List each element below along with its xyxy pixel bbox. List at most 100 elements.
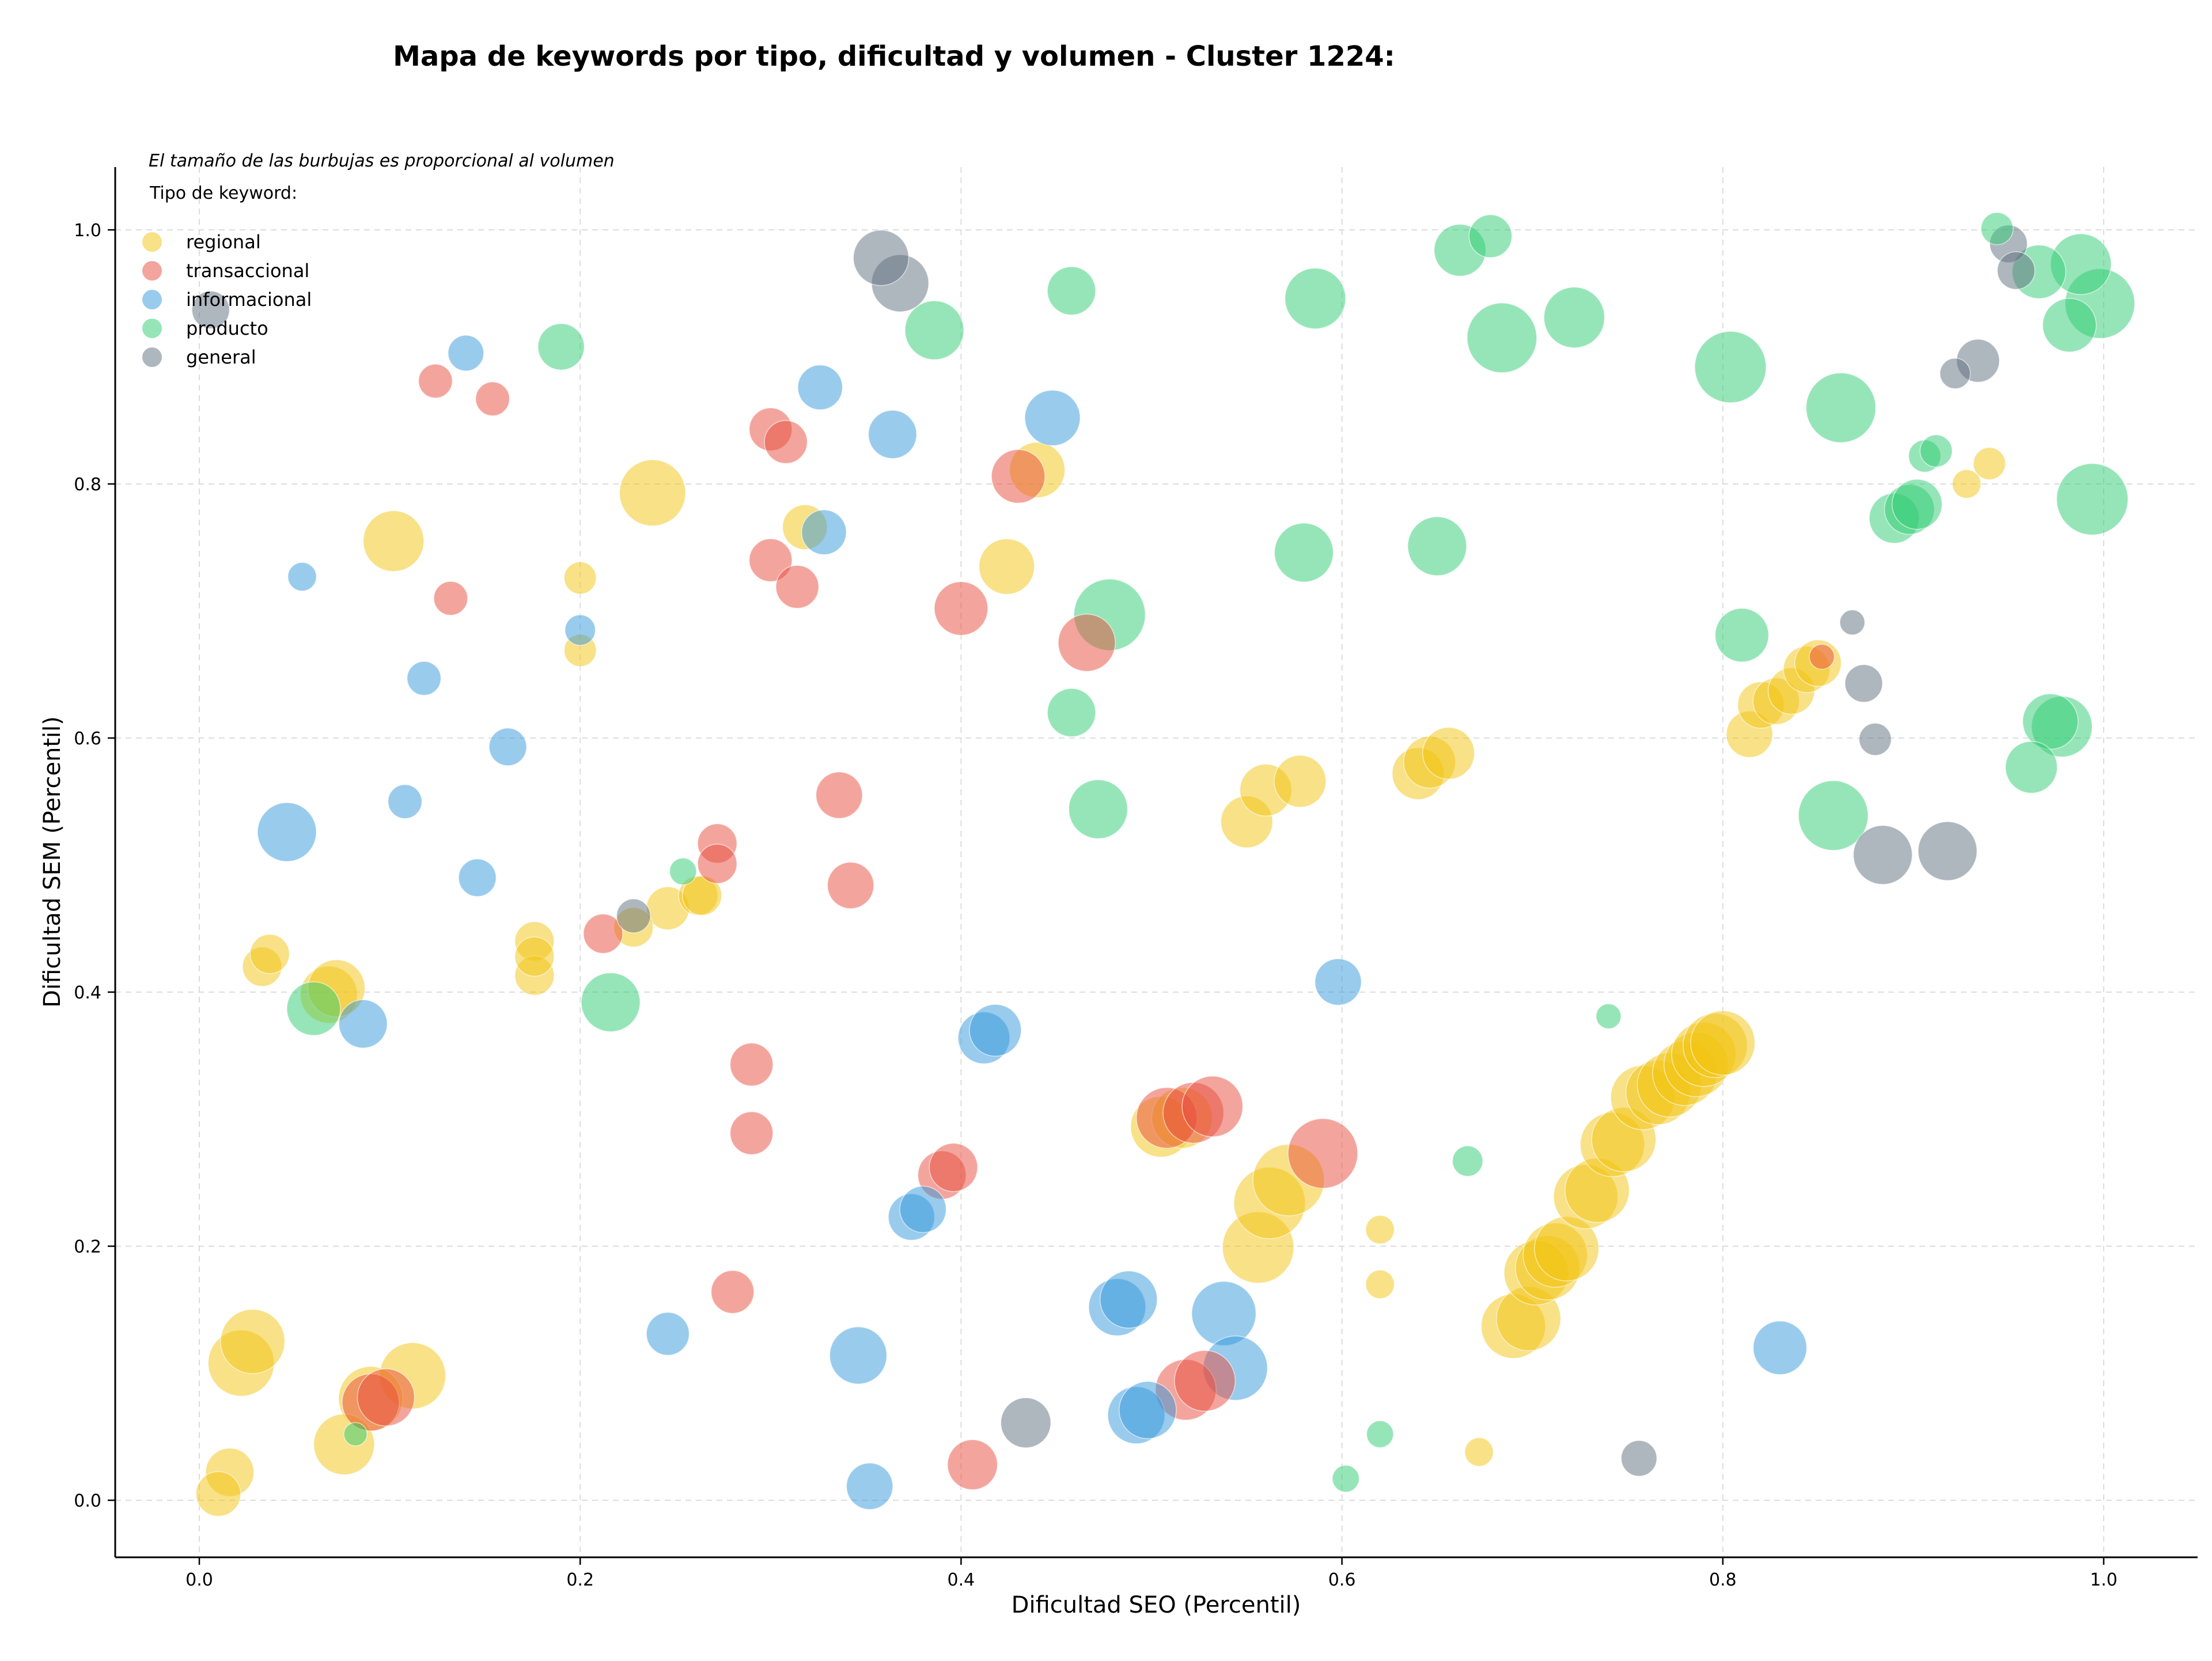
bubble-transaccional — [947, 1439, 998, 1490]
legend: regional transaccional informacional produc… — [142, 231, 312, 368]
y-axis-label: Dificultad SEM (Percentil) — [39, 716, 66, 1008]
bubble-transaccional — [815, 771, 863, 819]
bubble-producto — [904, 300, 964, 361]
bubble-producto — [1694, 331, 1767, 403]
x-tick-label: 0.4 — [948, 1570, 975, 1590]
x-tick-label: 0.0 — [185, 1570, 213, 1590]
bubble-producto — [669, 857, 697, 886]
bubble-general — [616, 898, 651, 933]
bubble-informacional — [646, 1312, 690, 1356]
bubble-transaccional — [475, 381, 510, 417]
bubble-producto — [581, 972, 641, 1032]
bubble-transaccional — [775, 565, 820, 609]
bubble-informacional — [257, 802, 317, 862]
bubble-producto — [1068, 779, 1128, 839]
bubble-general — [853, 229, 910, 286]
legend-item-transaccional: transaccional — [142, 260, 309, 282]
bubble-transaccional — [729, 1111, 774, 1155]
bubble-transaccional — [583, 913, 623, 954]
legend-marker — [142, 261, 162, 281]
bubble-regional — [1274, 755, 1327, 808]
legend-marker — [142, 319, 162, 338]
bubble-regional — [1365, 1214, 1395, 1244]
legend-item-regional: regional — [142, 231, 261, 253]
grid-lines — [115, 167, 2198, 1557]
bubble-transaccional — [433, 581, 468, 616]
bubble-informacional — [829, 1326, 888, 1384]
y-tick-label: 0.0 — [74, 1491, 101, 1511]
bubble-transaccional — [748, 538, 793, 582]
bubble-transaccional — [827, 861, 874, 909]
bubble-informacional — [287, 562, 317, 592]
bubble-regional — [362, 510, 425, 572]
chart-title: Mapa de keywords por tipo, dificultad y … — [393, 40, 1395, 73]
bubble-transaccional — [729, 1042, 774, 1087]
bubble-producto — [2042, 298, 2097, 353]
legend-marker — [142, 290, 162, 309]
bubble-informacional — [899, 1186, 947, 1234]
bubble-informacional — [969, 1004, 1022, 1057]
bubble-general — [1000, 1397, 1051, 1448]
bubble-informacional — [338, 999, 388, 1049]
legend-title: Tipo de keyword: — [149, 183, 297, 203]
legend-label: transaccional — [186, 260, 309, 282]
bubble-transaccional — [1174, 1350, 1236, 1412]
bubble-producto — [1332, 1465, 1360, 1493]
bubble-informacional — [1119, 1381, 1177, 1439]
bubble-regional — [1365, 1269, 1395, 1299]
legend-marker — [142, 347, 162, 367]
axes — [114, 167, 2198, 1558]
legend-item-informacional: informacional — [142, 289, 312, 311]
bubble-producto — [1805, 372, 1877, 443]
bubble-producto — [537, 323, 585, 370]
bubble-transaccional — [697, 843, 738, 884]
y-tick-label: 0.6 — [74, 729, 101, 749]
bubble-producto — [1407, 516, 1467, 576]
legend-label: informacional — [186, 289, 312, 311]
bubble-general — [1939, 358, 1971, 389]
legend-label: regional — [186, 231, 261, 253]
legend-item-general: general — [142, 346, 256, 368]
bubble-producto — [1274, 523, 1334, 582]
bubble-informacional — [846, 1462, 893, 1510]
bubble-transaccional — [934, 581, 988, 636]
bubble-informacional — [1752, 1321, 1808, 1375]
bubble-regional — [1952, 469, 1982, 499]
bubble-transaccional — [764, 420, 808, 464]
bubble-producto — [1714, 608, 1770, 663]
bubble-producto — [286, 981, 341, 1036]
bubble-transaccional — [1809, 644, 1835, 670]
bubble-transaccional — [1181, 1076, 1244, 1137]
bubble-producto — [1595, 1003, 1622, 1030]
bubble-informacional — [406, 661, 442, 696]
bubble-transaccional — [418, 364, 453, 399]
bubble-size-note: El tamaño de las burbujas es proporciona… — [149, 151, 615, 171]
bubble-transaccional — [1058, 614, 1116, 672]
bubble-producto — [1891, 479, 1943, 530]
y-tick-label: 0.2 — [74, 1237, 101, 1257]
bubble-transaccional — [710, 1270, 755, 1314]
bubble-general — [191, 290, 230, 330]
bubble-transaccional — [1287, 1118, 1358, 1189]
bubble-informacional — [1024, 389, 1081, 447]
bubble-regional — [1422, 727, 1475, 780]
bubble-regional — [220, 1308, 286, 1374]
bubble-informacional — [387, 784, 423, 819]
bubble-informacional — [797, 364, 843, 410]
bubble-informacional — [1191, 1281, 1257, 1346]
bubble-transaccional — [991, 449, 1046, 504]
bubble-general — [1839, 609, 1866, 635]
bubble-informacional — [458, 858, 497, 897]
bubble-regional — [1690, 1010, 1756, 1076]
bubble-regional — [195, 1471, 241, 1517]
bubble-transaccional — [357, 1368, 415, 1427]
x-tick-label: 0.8 — [1709, 1570, 1737, 1590]
bubble-regional — [978, 538, 1035, 595]
ticks: 0.0 0.2 0.4 0.6 0.8 1.0 0.0 0.2 0.4 0.6 0.8 1.0 — [74, 221, 2118, 1590]
bubble-general — [1853, 825, 1913, 885]
bubble-general — [1844, 664, 1883, 703]
x-tick-label: 1.0 — [2090, 1570, 2118, 1590]
y-tick-label: 0.4 — [74, 983, 101, 1003]
bubble-informacional — [868, 410, 918, 459]
bubble-producto — [1047, 266, 1096, 316]
